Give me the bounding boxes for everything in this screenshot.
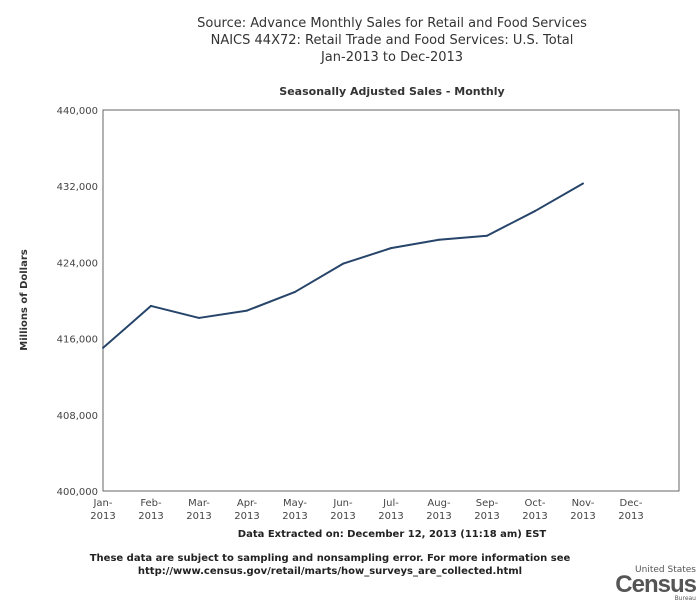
- x-tick-label: 2013: [234, 511, 259, 522]
- data-point: [342, 262, 344, 265]
- y-tick-label: 440,000: [57, 106, 98, 117]
- series-line: [102, 182, 584, 349]
- x-tick-label: Jun-: [332, 498, 353, 509]
- x-tick-label: 2013: [186, 511, 211, 522]
- y-tick-label: 424,000: [57, 258, 98, 269]
- logo-main: Census: [615, 571, 697, 598]
- x-tick-label: Dec-: [620, 498, 643, 509]
- data-point: [294, 290, 296, 293]
- y-tick-label: 432,000: [57, 182, 98, 193]
- footer-note: These data are subject to sampling and n…: [89, 553, 571, 564]
- data-point: [534, 210, 536, 213]
- x-tick-label: Mar-: [188, 498, 210, 509]
- y-tick-label: 416,000: [57, 335, 98, 346]
- x-tick-label: Jul-: [382, 498, 399, 509]
- footer-link[interactable]: http://www.census.gov/retail/marts/how_s…: [137, 566, 523, 577]
- x-tick-label: 2013: [282, 511, 307, 522]
- data-point: [438, 238, 440, 241]
- x-tick-label: 2013: [570, 511, 595, 522]
- x-tick-label: May-: [283, 498, 307, 509]
- x-tick-label: 2013: [522, 511, 547, 522]
- x-tick-label: Sep-: [476, 498, 499, 509]
- data-point: [390, 247, 392, 250]
- chart-subtitle: Seasonally Adjusted Sales - Monthly: [279, 85, 505, 98]
- chart-title-line-3: Jan-2013 to Dec-2013: [320, 50, 464, 65]
- x-tick-label: 2013: [90, 511, 115, 522]
- y-axis-label: Millions of Dollars: [19, 249, 30, 350]
- data-point: [150, 304, 152, 307]
- x-tick-label: Jan-: [92, 498, 112, 509]
- data-point: [582, 182, 584, 185]
- data-point: [102, 346, 104, 349]
- data-point: [246, 309, 248, 312]
- data-point: [198, 316, 200, 319]
- x-tick-label: 2013: [330, 511, 355, 522]
- chart-title-line-1: Source: Advance Monthly Sales for Retail…: [197, 16, 587, 31]
- logo-top: United States: [635, 565, 696, 575]
- x-tick-label: Nov-: [572, 498, 595, 509]
- x-axis-label: Data Extracted on: December 12, 2013 (11…: [237, 529, 547, 540]
- census-logo: United States Census Bureau: [615, 565, 697, 602]
- x-tick-label: Oct-: [525, 498, 546, 509]
- x-tick-label: Aug-: [427, 498, 451, 509]
- x-tick-label: 2013: [138, 511, 163, 522]
- chart-title-line-2: NAICS 44X72: Retail Trade and Food Servi…: [210, 33, 574, 48]
- x-tick-label: 2013: [426, 511, 451, 522]
- logo-bottom: Bureau: [674, 595, 696, 602]
- x-tick-label: 2013: [618, 511, 643, 522]
- y-tick-label: 408,000: [57, 411, 98, 422]
- plot-area: [102, 109, 680, 492]
- y-tick-label: 400,000: [57, 487, 98, 498]
- x-tick-label: 2013: [474, 511, 499, 522]
- x-tick-label: 2013: [378, 511, 403, 522]
- data-point: [486, 234, 488, 237]
- x-tick-label: Apr-: [237, 498, 258, 509]
- x-tick-label: Feb-: [140, 498, 162, 509]
